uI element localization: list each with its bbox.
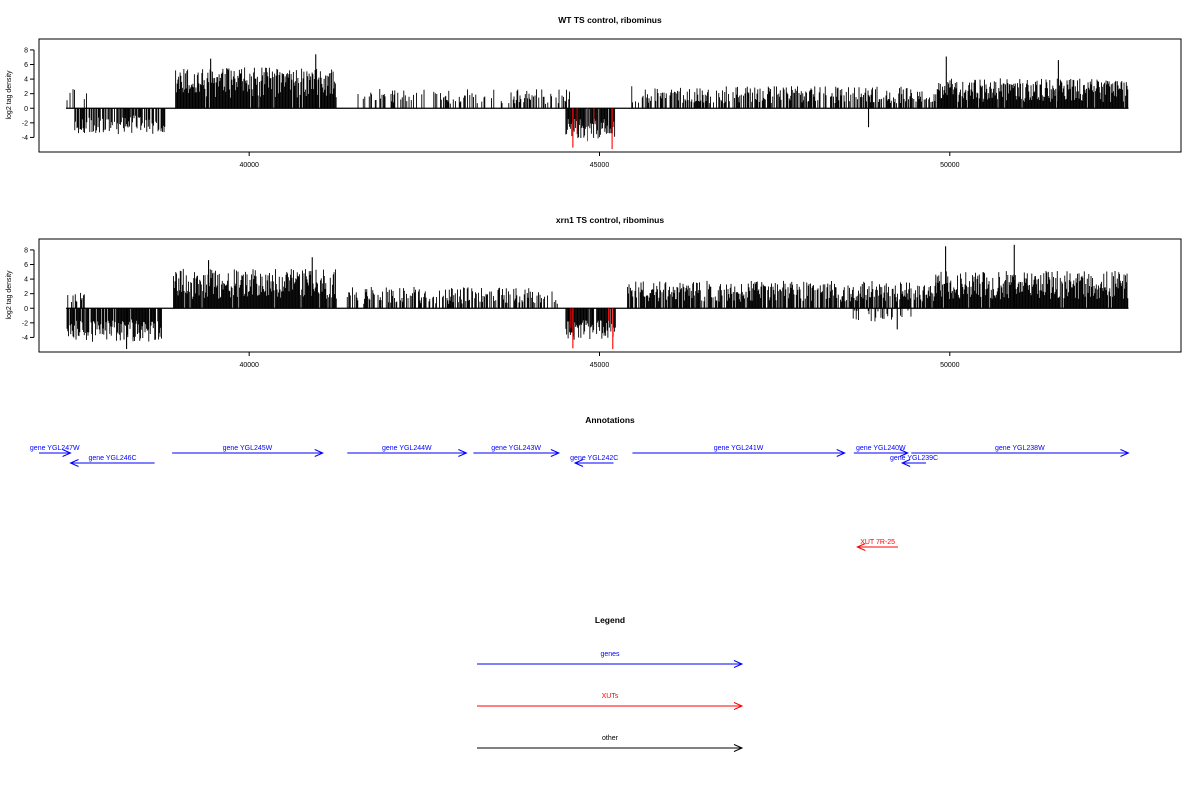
y-tick-label: -4: [22, 335, 28, 342]
panel-title: xrn1 TS control, ribominus: [556, 215, 664, 225]
legend-item: genes: [477, 651, 744, 668]
feature-label: gene YGL240W: [856, 445, 906, 452]
x-tick-label: 45000: [590, 362, 610, 369]
feature-label: gene YGL238W: [995, 445, 1045, 452]
legend-arrow-head: [733, 660, 744, 668]
legend-item-label: other: [602, 735, 619, 742]
y-tick-label: 8: [24, 47, 28, 54]
feature-label: gene YGL244W: [382, 445, 432, 452]
plot-frame: [38, 38, 1182, 153]
y-tick-label: 2: [24, 91, 28, 98]
legend-item: other: [477, 735, 744, 752]
legend-items: genes XUTs other: [477, 651, 744, 752]
bar-series: [66, 244, 1129, 350]
feature-label: gene YGL241W: [714, 445, 764, 452]
arrow-head-right: [314, 449, 324, 457]
legend-item-label: XUTs: [602, 693, 619, 700]
feature-label: gene YGL243W: [491, 445, 541, 452]
feature-arrow: gene YGL243W: [473, 445, 561, 457]
arrow-head-left: [900, 459, 911, 467]
x-tick-label: 40000: [239, 162, 259, 169]
arrow-head-right: [62, 449, 72, 457]
feature-label: gene YGL247W: [30, 445, 80, 452]
annotations-title: Annotations: [585, 415, 635, 425]
legend-item: XUTs: [477, 693, 744, 710]
x-tick-label: 50000: [940, 362, 960, 369]
arrow-head-left: [573, 459, 584, 467]
y-tick-label: 6: [24, 262, 28, 269]
y-tick-label: 0: [24, 306, 28, 313]
axes: -4 -2 0 2 4 6 8 40000 45000 50000: [22, 47, 960, 169]
track-panel-wt: WT TS control, ribominus log2 tag densit…: [6, 15, 1182, 169]
legend-arrow-head: [733, 744, 744, 752]
feature-arrow: gene YGL239C: [890, 455, 938, 467]
y-tick-label: 8: [24, 247, 28, 254]
legend-arrow-head: [733, 702, 744, 710]
arrow-head-right: [899, 449, 910, 457]
x-tick-label: 50000: [940, 162, 960, 169]
panel-title: WT TS control, ribominus: [558, 15, 662, 25]
arrow-head-right: [550, 449, 561, 457]
axes: -4 -2 0 2 4 6 8 40000 45000 50000: [22, 247, 960, 369]
legend-item-label: genes: [600, 651, 620, 658]
arrow-head-left: [856, 543, 866, 551]
y-tick-label: -2: [22, 120, 28, 127]
feature-label: gene YGL242C: [570, 455, 618, 462]
legend-title: Legend: [595, 615, 625, 625]
feature-arrow: gene YGL240W: [853, 445, 910, 457]
legend-panel: Legend genes XUTs other: [477, 615, 744, 752]
y-tick-label: 4: [24, 77, 28, 84]
feature-label: gene YGL245W: [223, 445, 273, 452]
arrow-head-right: [836, 449, 846, 457]
x-tick-label: 40000: [239, 362, 259, 369]
feature-arrow: gene YGL246C: [69, 455, 155, 467]
y-tick-label: 4: [24, 277, 28, 284]
arrow-head-left: [69, 459, 79, 467]
feature-arrow: gene YGL245W: [172, 445, 324, 457]
feature-arrow: gene YGL242C: [570, 455, 618, 467]
feature-arrows: gene YGL247W gene YGL246C gene YGL245W gene…: [30, 445, 1130, 551]
feature-arrow: gene YGL241W: [632, 445, 846, 457]
y-tick-label: -2: [22, 320, 28, 327]
track-panel-xrn1: xrn1 TS control, ribominus log2 tag dens…: [6, 215, 1182, 369]
arrow-head-right: [1120, 449, 1130, 457]
feature-label: XUT 7R-25: [860, 539, 895, 546]
bar-series: [66, 54, 1129, 150]
y-tick-label: -4: [22, 135, 28, 142]
feature-label: gene YGL246C: [88, 455, 136, 462]
feature-arrow: XUT 7R-25: [856, 539, 898, 551]
x-tick-label: 45000: [590, 162, 610, 169]
plot-frame: [38, 238, 1182, 353]
feature-arrow: gene YGL238W: [911, 445, 1130, 457]
y-tick-label: 6: [24, 62, 28, 69]
y-tick-label: 2: [24, 291, 28, 298]
arrow-head-right: [458, 449, 468, 457]
feature-label: gene YGL239C: [890, 455, 938, 462]
y-axis-label: log2 tag density: [6, 270, 13, 320]
feature-arrow: gene YGL247W: [30, 445, 80, 457]
feature-arrow: gene YGL244W: [347, 445, 468, 457]
y-axis-label: log2 tag density: [6, 70, 13, 120]
y-tick-label: 0: [24, 106, 28, 113]
